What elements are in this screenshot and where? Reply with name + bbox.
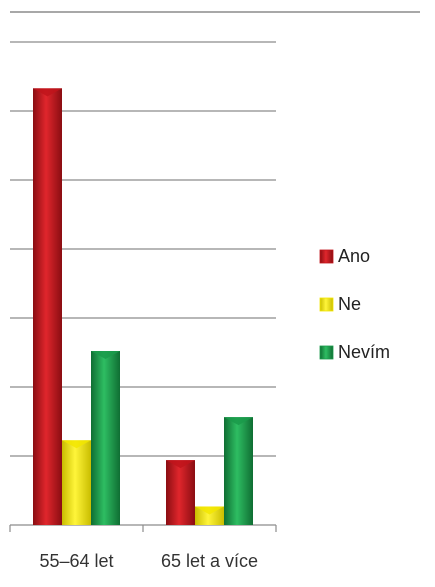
bar-body <box>33 88 62 526</box>
legend-label: Ano <box>338 246 370 266</box>
legend-item-nevím: Nevím <box>319 342 390 362</box>
bar-cap <box>166 460 195 469</box>
bar-ne-2 <box>195 506 224 525</box>
bar-ano-1 <box>33 88 62 526</box>
x-tick-label: 65 let a více <box>161 551 258 571</box>
bar-cap <box>33 88 62 97</box>
bar-body <box>62 440 91 525</box>
legend-label: Ne <box>338 294 361 314</box>
legend-label: Nevím <box>338 342 390 362</box>
legend-swatch <box>319 345 334 360</box>
legend: Ano Ne Nevím <box>319 246 390 362</box>
legend-swatch <box>319 249 334 264</box>
x-axis <box>9 524 277 532</box>
bar-ne-1 <box>62 440 91 525</box>
bar-cap <box>224 417 253 426</box>
x-tick-labels: 55–64 let 65 let a více <box>39 551 258 571</box>
bar-cap <box>91 350 120 359</box>
x-tick-label: 55–64 let <box>39 551 113 571</box>
legend-item-ano: Ano <box>319 246 370 266</box>
bar-cap <box>62 440 91 449</box>
bar-body <box>195 506 224 525</box>
bar-body <box>91 350 120 525</box>
bar-ano-2 <box>166 460 195 525</box>
bar-cap <box>195 506 224 515</box>
bar-body <box>224 417 253 525</box>
bar-body <box>166 460 195 525</box>
bar-nevím-1 <box>91 350 120 525</box>
legend-swatch <box>319 297 334 312</box>
legend-item-ne: Ne <box>319 294 361 314</box>
bar-nevím-2 <box>224 417 253 525</box>
bars <box>33 88 253 526</box>
